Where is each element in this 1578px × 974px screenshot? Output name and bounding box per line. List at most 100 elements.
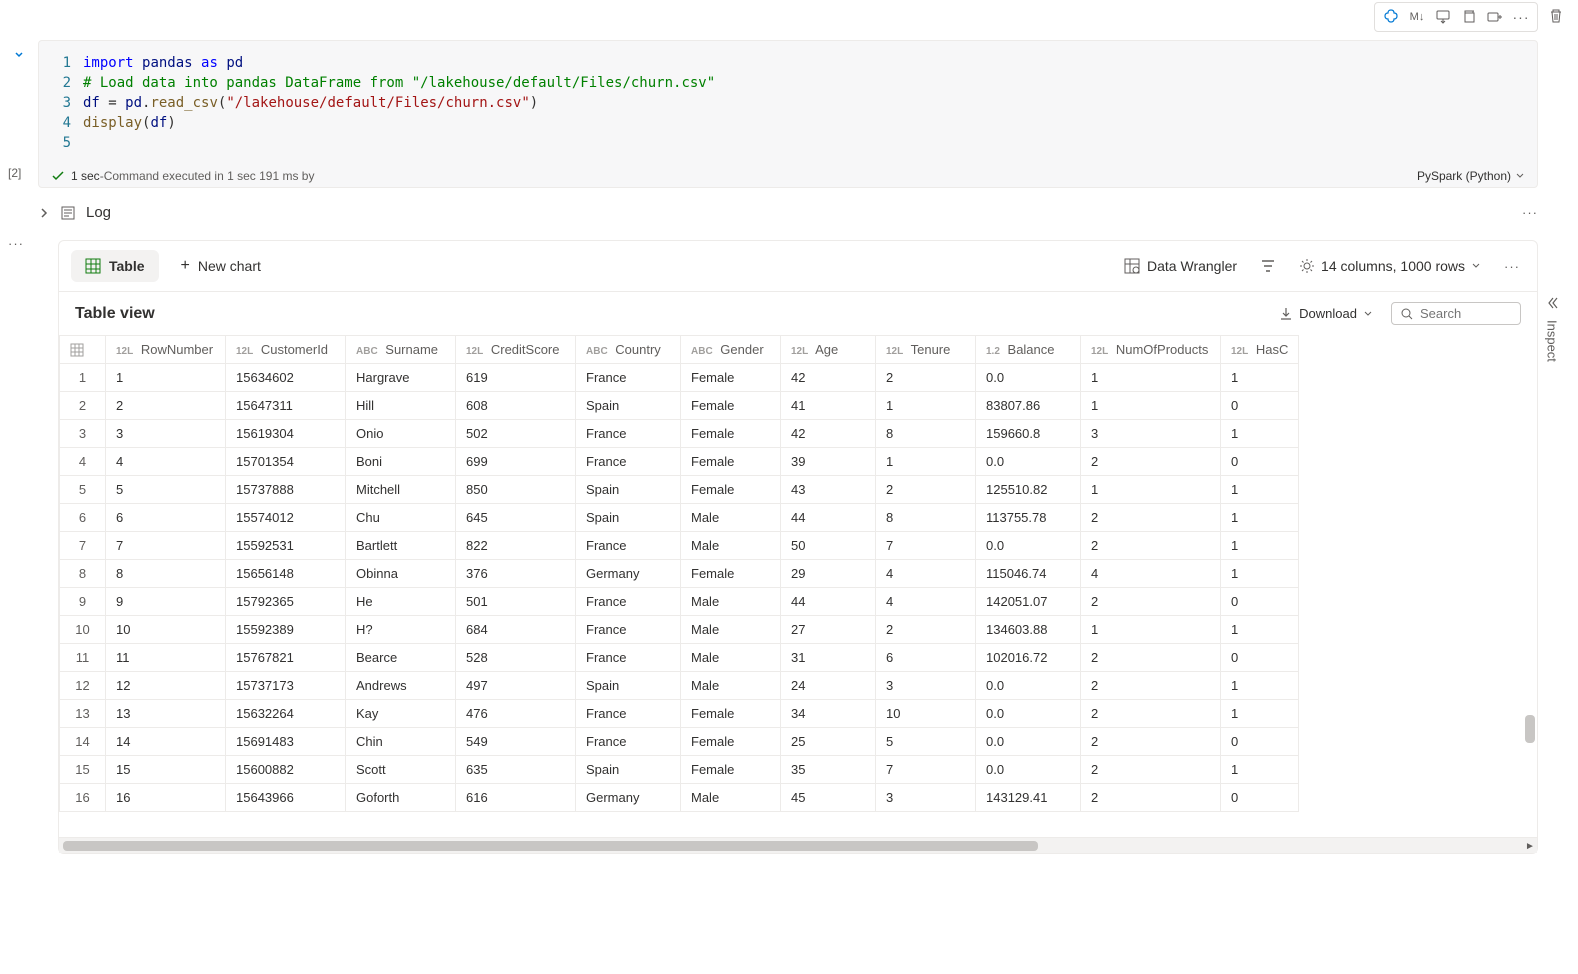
table-row[interactable]: 1115634602Hargrave619FranceFemale4220.01… [60, 364, 1299, 392]
column-header-Surname[interactable]: ABC Surname [346, 336, 456, 364]
cell: 42 [781, 364, 876, 392]
language-selector[interactable]: PySpark (Python) [1417, 169, 1525, 183]
cell: 115046.74 [976, 560, 1081, 588]
cell: 50 [781, 532, 876, 560]
output-panel: Table + New chart Data Wrangler 14 colum… [58, 240, 1538, 854]
filter-icon[interactable] [1255, 253, 1281, 279]
scroll-right-icon[interactable]: ► [1523, 839, 1537, 853]
cell: 15619304 [226, 420, 346, 448]
column-header-Balance[interactable]: 1.2 Balance [976, 336, 1081, 364]
code-editor[interactable]: 1 2 3 4 5 import pandas as pd # Load dat… [39, 41, 1537, 165]
cell: 45 [781, 784, 876, 812]
copilot-icon[interactable] [1379, 5, 1403, 29]
table-row[interactable]: 6615574012Chu645SpainMale448113755.7821 [60, 504, 1299, 532]
table-row[interactable]: 131315632264Kay476FranceFemale34100.021 [60, 700, 1299, 728]
cell: 2 [1081, 756, 1221, 784]
cell: 2 [1081, 700, 1221, 728]
cell: 0 [1221, 448, 1299, 476]
cell: 43 [781, 476, 876, 504]
log-section: Log ··· [38, 200, 1538, 225]
code-content[interactable]: import pandas as pd # Load data into pan… [83, 53, 1537, 153]
cell: France [576, 700, 681, 728]
inspect-label[interactable]: Inspect [1545, 320, 1560, 362]
cell: 24 [781, 672, 876, 700]
add-cell-below-icon[interactable] [1431, 5, 1455, 29]
cell: Male [681, 784, 781, 812]
table-row[interactable]: 111115767821Bearce528FranceMale316102016… [60, 644, 1299, 672]
column-header-Gender[interactable]: ABC Gender [681, 336, 781, 364]
data-wrangler-icon [1123, 257, 1141, 275]
expand-log-chevron[interactable] [38, 207, 50, 219]
cell: Kay [346, 700, 456, 728]
cell: 616 [456, 784, 576, 812]
hscroll-thumb[interactable] [63, 841, 1038, 851]
download-button[interactable]: Download [1271, 302, 1381, 325]
columns-summary[interactable]: 14 columns, 1000 rows [1289, 252, 1491, 280]
new-chart-tab[interactable]: + New chart [167, 249, 275, 283]
log-more-icon[interactable]: ··· [1522, 205, 1538, 220]
table-row[interactable]: 7715592531Bartlett822FranceMale5070.021 [60, 532, 1299, 560]
table-tab[interactable]: Table [71, 250, 159, 282]
cell: 2 [1081, 672, 1221, 700]
column-header-Tenure[interactable]: 12L Tenure [876, 336, 976, 364]
table-row[interactable]: 5515737888Mitchell850SpainFemale43212551… [60, 476, 1299, 504]
table-scroll[interactable]: 12L RowNumber12L CustomerIdABC Surname12… [59, 335, 1537, 837]
cell: Female [681, 448, 781, 476]
table-row[interactable]: 141415691483Chin549FranceFemale2550.020 [60, 728, 1299, 756]
collapse-cell-chevron[interactable] [12, 48, 26, 62]
cell-options-icon[interactable]: ··· [8, 236, 24, 251]
cell: Male [681, 504, 781, 532]
column-header-CustomerId[interactable]: 12L CustomerId [226, 336, 346, 364]
row-index: 16 [60, 784, 106, 812]
cell: Male [681, 588, 781, 616]
cell: 35 [781, 756, 876, 784]
cell: Male [681, 616, 781, 644]
more-icon[interactable]: ··· [1509, 5, 1533, 29]
cell: Obinna [346, 560, 456, 588]
markdown-toggle[interactable]: M↓ [1405, 5, 1429, 29]
cell: 850 [456, 476, 576, 504]
table-row[interactable]: 101015592389H?684FranceMale272134603.881… [60, 616, 1299, 644]
data-wrangler-button[interactable]: Data Wrangler [1113, 251, 1247, 281]
horizontal-scrollbar[interactable]: ◄ ► [59, 837, 1537, 853]
cell: Female [681, 392, 781, 420]
column-header-Country[interactable]: ABC Country [576, 336, 681, 364]
cell: France [576, 364, 681, 392]
table-row[interactable]: 3315619304Onio502FranceFemale428159660.8… [60, 420, 1299, 448]
cell: 15643966 [226, 784, 346, 812]
cell: Scott [346, 756, 456, 784]
cell: 2 [1081, 504, 1221, 532]
copy-icon[interactable] [1457, 5, 1481, 29]
cell: 3 [876, 672, 976, 700]
table-row[interactable]: 4415701354Boni699FranceFemale3910.020 [60, 448, 1299, 476]
search-box[interactable] [1391, 302, 1521, 325]
cell: 635 [456, 756, 576, 784]
add-cell-icon[interactable] [1483, 5, 1507, 29]
delete-cell-icon[interactable] [1544, 4, 1568, 28]
table-row[interactable]: 9915792365He501FranceMale444142051.0720 [60, 588, 1299, 616]
cell: 1 [1081, 616, 1221, 644]
table-row[interactable]: 2215647311Hill608SpainFemale41183807.861… [60, 392, 1299, 420]
search-input[interactable] [1420, 306, 1510, 321]
cell: 0.0 [976, 672, 1081, 700]
output-more-icon[interactable]: ··· [1499, 253, 1525, 279]
cell: Spain [576, 476, 681, 504]
expand-inspect-icon[interactable] [1545, 296, 1559, 310]
table-row[interactable]: 161615643966Goforth616GermanyMale4531431… [60, 784, 1299, 812]
table-row[interactable]: 8815656148Obinna376GermanyFemale29411504… [60, 560, 1299, 588]
cell: 2 [876, 616, 976, 644]
table-row[interactable]: 121215737173Andrews497SpainMale2430.021 [60, 672, 1299, 700]
row-index: 2 [60, 392, 106, 420]
column-header-Age[interactable]: 12L Age [781, 336, 876, 364]
vertical-scrollbar[interactable] [1525, 715, 1535, 743]
table-row[interactable]: 151515600882Scott635SpainFemale3570.021 [60, 756, 1299, 784]
column-header-NumOfProducts[interactable]: 12L NumOfProducts [1081, 336, 1221, 364]
column-header-RowNumber[interactable]: 12L RowNumber [106, 336, 226, 364]
table-view-title: Table view [75, 305, 155, 323]
chevron-down-icon [1363, 309, 1373, 319]
column-header-HasC[interactable]: 12L HasC [1221, 336, 1299, 364]
cell: Chu [346, 504, 456, 532]
cell: 44 [781, 504, 876, 532]
column-header-CreditScore[interactable]: 12L CreditScore [456, 336, 576, 364]
row-index: 9 [60, 588, 106, 616]
